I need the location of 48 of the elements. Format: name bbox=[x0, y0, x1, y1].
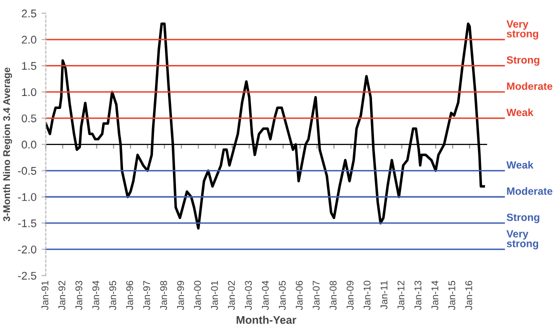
y-tick-label: 0.0 bbox=[22, 140, 36, 149]
x-tick-label: Jan-08 bbox=[330, 280, 337, 310]
x-tick-label: Jan-09 bbox=[346, 280, 354, 310]
x-tick-label: Jan-06 bbox=[296, 280, 303, 310]
x-tick-label: Jan-07 bbox=[312, 280, 320, 310]
x-tick-label: Jan-97 bbox=[143, 280, 150, 310]
y-tick-label: -0.5 bbox=[18, 166, 36, 175]
x-tick-label: Jan-16 bbox=[465, 280, 472, 310]
y-tick-label: 2.5 bbox=[22, 10, 36, 18]
line-series bbox=[46, 22, 485, 230]
x-tick-label: Jan-14 bbox=[432, 280, 438, 310]
y-tick-label: -1.0 bbox=[18, 193, 36, 202]
ref-line-label: Strong bbox=[506, 56, 540, 66]
x-tick-label: Jan-04 bbox=[262, 280, 269, 310]
x-tick-label: Jan-10 bbox=[364, 280, 370, 310]
x-tick-label: Jan-92 bbox=[58, 280, 66, 310]
x-tick-label: Jan-11 bbox=[380, 280, 388, 310]
x-tick-label: Jan-15 bbox=[448, 280, 456, 310]
ref-line-label: Very strong bbox=[506, 230, 538, 250]
y-tick-label: -1.5 bbox=[18, 219, 36, 228]
x-tick-label: Jan-01 bbox=[211, 280, 218, 310]
x-tick-label: Jan-03 bbox=[244, 280, 252, 310]
x-tick-label: Jan-96 bbox=[126, 280, 134, 310]
y-axis-title: 3-Month Nino Region 3.4 Average bbox=[2, 68, 12, 222]
ref-line-label: Moderate bbox=[507, 82, 552, 90]
y-tick-label: 1.5 bbox=[22, 62, 36, 70]
y-tick-label: 0.5 bbox=[22, 114, 36, 122]
x-tick-label: Jan-13 bbox=[414, 280, 422, 310]
ref-line-label: Very strong bbox=[506, 20, 538, 40]
ref-line-label: Weak bbox=[506, 160, 534, 169]
y-tick-label: -2.5 bbox=[18, 272, 36, 280]
y-tick-label: 2.0 bbox=[22, 36, 36, 44]
x-tick-label: Jan-98 bbox=[160, 280, 168, 310]
x-tick-label: Jan-91 bbox=[41, 280, 48, 310]
x-tick-label: Jan-93 bbox=[75, 280, 82, 310]
x-tick-label: Jan-95 bbox=[109, 280, 116, 310]
ref-line-label: Strong bbox=[506, 214, 540, 224]
x-tick-label: Jan-12 bbox=[398, 280, 404, 310]
x-tick-label: Jan-00 bbox=[194, 280, 201, 310]
x-tick-label: Jan-99 bbox=[177, 280, 184, 310]
x-tick-label: Jan-94 bbox=[92, 280, 100, 310]
y-tick-label: 1.0 bbox=[22, 88, 36, 96]
ref-line-label: Moderate bbox=[507, 187, 552, 195]
ref-line-label: Weak bbox=[506, 108, 534, 116]
x-tick-label: Jan-02 bbox=[228, 280, 235, 310]
y-tick-label: -2.0 bbox=[18, 246, 36, 254]
x-axis-title: Month-Year bbox=[236, 316, 296, 324]
x-tick-label: Jan-05 bbox=[278, 280, 286, 310]
